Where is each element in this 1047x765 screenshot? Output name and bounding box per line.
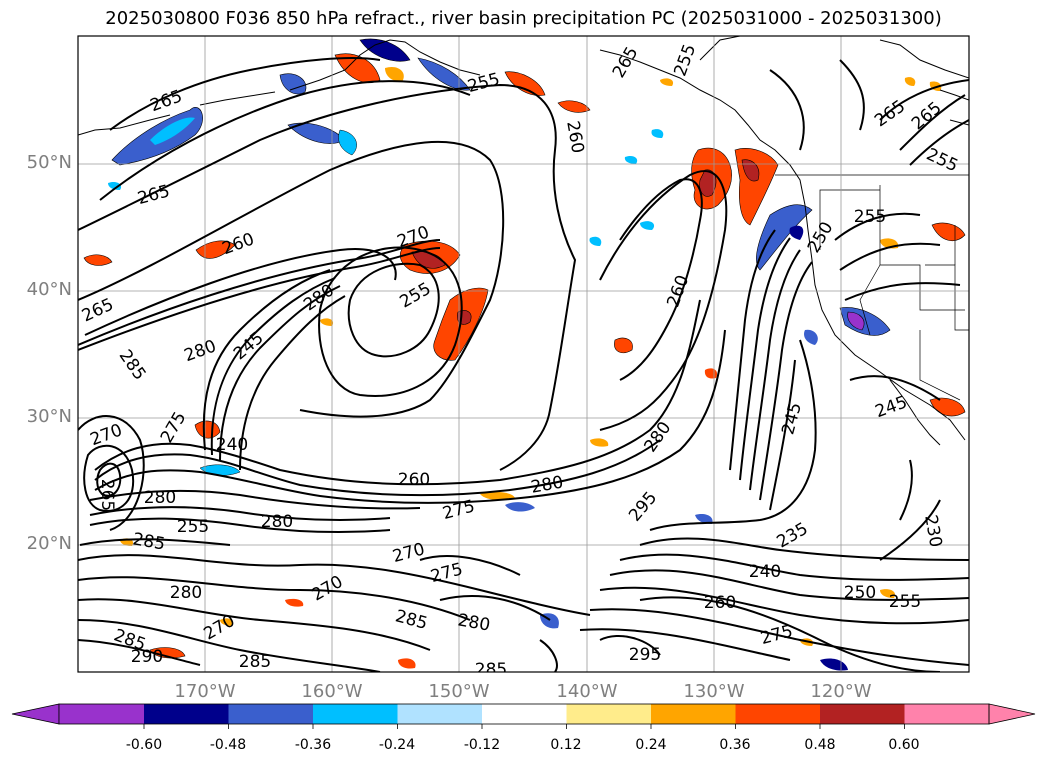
- colorbar-tick-label: 0.48: [804, 737, 836, 753]
- lat-label-50n: 50°N: [26, 152, 72, 173]
- colorbar-segment: [820, 704, 905, 724]
- contour-label: 240: [749, 562, 781, 582]
- plot-frame: [77, 35, 970, 673]
- lat-label-30n: 30°N: [26, 406, 72, 427]
- colorbar-tick-label: -0.24: [378, 737, 416, 753]
- lon-label-150w: 150°W: [428, 681, 490, 702]
- contour-label: 255: [854, 207, 886, 227]
- political-borders: [775, 174, 969, 401]
- contour-label: 285: [239, 652, 271, 672]
- lat-label-40n: 40°N: [26, 279, 72, 300]
- colorbar-segment: [144, 704, 229, 724]
- plot-area: [78, 36, 969, 672]
- contour-label: 290: [131, 647, 163, 667]
- contour-label: 280: [144, 488, 176, 508]
- contour-label: 250: [844, 583, 876, 603]
- contour-label: 285: [475, 660, 507, 680]
- contour-label: 240: [216, 435, 248, 455]
- contour-label: 255: [177, 517, 209, 537]
- contour-label: 280: [261, 512, 293, 532]
- contour-label: 295: [629, 645, 661, 665]
- colorbar-segment: [59, 704, 144, 724]
- lon-label-120w: 120°W: [810, 681, 872, 702]
- lon-label-160w: 160°W: [301, 681, 363, 702]
- colorbar: [11, 703, 1036, 729]
- colorbar-segment: [566, 704, 651, 724]
- colorbar-tick-label: -0.48: [209, 737, 247, 753]
- contour-label: 280: [170, 583, 202, 603]
- colorbar-segment: [313, 704, 398, 724]
- colorbar-segment: [228, 704, 313, 724]
- lat-label-20n: 20°N: [26, 533, 72, 554]
- colorbar-segment: [904, 704, 989, 724]
- lon-label-140w: 140°W: [556, 681, 618, 702]
- colorbar-tick-label: -0.60: [125, 737, 163, 753]
- coastlines: [78, 36, 969, 446]
- contour-label: 260: [704, 593, 736, 613]
- colorbar-segment: [735, 704, 820, 724]
- contour-label: 255: [889, 592, 921, 612]
- precip-patches: [83, 38, 966, 671]
- lon-label-170w: 170°W: [174, 681, 236, 702]
- colorbar-tick-label: -0.36: [294, 737, 332, 753]
- map-title: 2025030800 F036 850 hPa refract., river …: [105, 8, 942, 29]
- colorbar-segment: [397, 704, 482, 724]
- colorbar-segment: [651, 704, 736, 724]
- colorbar-tick-label: 0.60: [888, 737, 920, 753]
- colorbar-extend-low: [11, 703, 60, 725]
- lon-label-130w: 130°W: [683, 681, 745, 702]
- colorbar-tick-label: 0.12: [550, 737, 582, 753]
- colorbar-tick-label: 0.24: [635, 737, 667, 753]
- contour-label: 265: [97, 479, 117, 511]
- colorbar-tick-label: -0.12: [463, 737, 501, 753]
- refractivity-contours: [78, 57, 969, 672]
- colorbar-tick-label: 0.36: [719, 737, 751, 753]
- colorbar-segment: [482, 704, 567, 724]
- colorbar-extend-high: [988, 703, 1036, 725]
- contour-label: 260: [398, 470, 430, 490]
